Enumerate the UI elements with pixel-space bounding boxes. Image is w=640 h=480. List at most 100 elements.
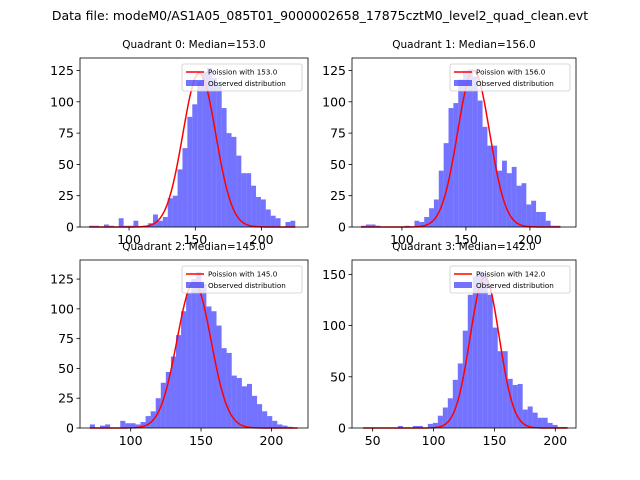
x-tick-label: 100 (422, 433, 446, 448)
y-tick-label: 25 (58, 391, 74, 406)
histogram-bar (241, 173, 247, 227)
legend: Poission with 142.0 Observed distribution (449, 265, 571, 294)
y-tick-label: 0 (338, 421, 346, 436)
legend: Poission with 145.0 Observed distribution (181, 265, 303, 294)
histogram-bar (272, 420, 278, 428)
histogram-bar (437, 415, 443, 428)
histogram-bar (442, 407, 448, 428)
quadrant-0-panel: Quadrant 0: Median=153.0 100 150 200 0 25 50 75… (50, 39, 309, 247)
histogram-bar (165, 372, 171, 428)
x-tick-label: 100 (119, 433, 143, 448)
histogram-bar (463, 70, 468, 228)
histogram-bar (532, 412, 538, 428)
y-tick-label: 0 (66, 220, 74, 235)
quadrant-3-title: Quadrant 3: Median=142.0 (392, 241, 535, 253)
histogram-bar (265, 209, 271, 227)
histogram-bar (145, 416, 151, 428)
histogram-bar (472, 276, 478, 428)
y-tick-label: 75 (330, 126, 346, 141)
histogram-bar (427, 423, 433, 428)
legend-box (449, 265, 571, 294)
histogram-bar (531, 200, 537, 227)
legend-hist-swatch (186, 282, 204, 288)
histogram-bar (267, 416, 273, 428)
histogram-bar (120, 420, 126, 428)
histogram-bar (153, 214, 158, 227)
histogram-bar (477, 271, 483, 428)
histogram-bar (221, 108, 227, 227)
x-tick-label: 100 (390, 232, 414, 247)
x-tick-label: 150 (189, 433, 213, 448)
histogram-bar (521, 183, 527, 227)
histogram-bar (414, 220, 420, 227)
legend-box (449, 63, 571, 92)
histogram-bar (506, 173, 512, 227)
histogram-bar (492, 327, 498, 428)
x-tick-label: 200 (250, 232, 274, 247)
x-tick-label: 200 (518, 232, 542, 247)
y-tick-label: 150 (322, 267, 346, 282)
quadrant-2-title: Quadrant 2: Median=145.0 (122, 241, 265, 253)
y-tick-label: 25 (58, 188, 74, 203)
histogram-bar (552, 424, 558, 428)
y-tick-label: 50 (58, 361, 74, 376)
x-tick-label: 200 (543, 433, 567, 448)
histogram-bar (536, 211, 541, 227)
y-tick-label: 50 (330, 157, 346, 172)
histogram-bar (226, 352, 232, 428)
histogram-bar (438, 170, 444, 227)
histogram-bar (251, 185, 257, 227)
histogram-bar (429, 208, 434, 227)
histogram-bar (186, 293, 192, 428)
histogram-bar (133, 220, 139, 227)
legend-hist-label: Observed distribution (208, 79, 286, 88)
figure-title: Data file: modeM0/AS1A05_085T01_90000026… (52, 8, 588, 23)
histogram-bar (507, 378, 513, 428)
x-tick-label: 150 (454, 232, 478, 247)
histogram-bar (432, 422, 438, 428)
histogram-bar (246, 173, 252, 227)
y-tick-label: 100 (322, 94, 346, 109)
histogram-bar (424, 216, 430, 227)
histogram-bar (262, 411, 268, 428)
histogram-bar (497, 170, 503, 227)
legend-hist-swatch (186, 80, 204, 86)
histogram-bar (512, 384, 518, 428)
legend-box (181, 63, 303, 92)
histogram-bar (192, 104, 198, 227)
legend-hist-label: Observed distribution (208, 281, 286, 290)
histogram-bar (140, 422, 146, 428)
histogram-bars (397, 271, 568, 428)
x-tick-label: 100 (117, 232, 141, 247)
axes-frame (79, 57, 309, 228)
histogram-bar (502, 351, 508, 428)
histogram-bar (447, 398, 453, 428)
histogram-bar (118, 218, 124, 227)
legend-box (181, 265, 303, 294)
histogram-bar (231, 375, 237, 428)
histogram-bar (270, 215, 276, 227)
histogram-bar (537, 417, 543, 428)
histogram-bar (160, 382, 166, 428)
histogram-bar (99, 425, 106, 428)
histogram-bar (453, 103, 459, 227)
histogram-bar (221, 348, 227, 428)
legend: Poission with 156.0 Observed distribution (449, 63, 571, 92)
histogram-bar (492, 145, 498, 227)
quadrant-0-title: Quadrant 0: Median=153.0 (122, 39, 265, 51)
legend-hist-swatch (454, 80, 472, 86)
axes-frame (79, 259, 309, 429)
histogram-bar (370, 224, 376, 227)
histogram-bar (497, 351, 503, 428)
axes-frame (351, 259, 577, 429)
histogram-bar (89, 424, 95, 428)
histogram-bar (457, 363, 463, 428)
histogram-bar (187, 116, 193, 227)
histogram-bar (191, 279, 197, 428)
histogram-bar (206, 68, 212, 227)
y-tick-label: 75 (58, 331, 74, 346)
histogram-bar (197, 81, 203, 227)
legend-poisson-label: Poission with 153.0 (208, 68, 278, 77)
histogram-bar (226, 133, 232, 227)
